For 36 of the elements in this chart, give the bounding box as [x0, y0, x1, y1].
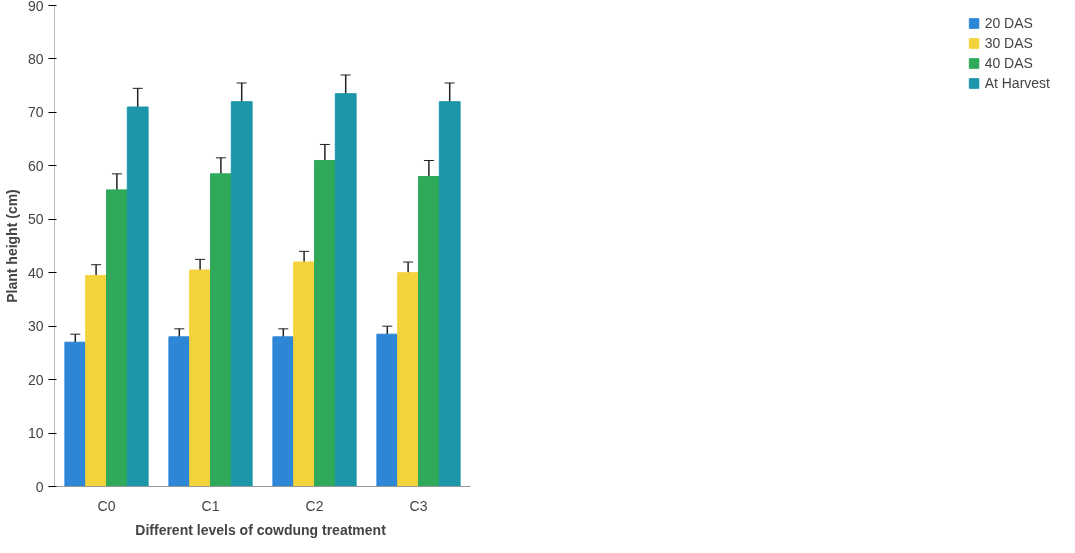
y-tick-label: 60 — [27, 157, 44, 174]
bar — [64, 341, 87, 487]
bar — [334, 93, 357, 487]
bar — [397, 272, 419, 487]
bar — [210, 173, 232, 487]
legend-label: 20 DAS — [984, 15, 1033, 31]
y-tick-label: 20 — [27, 371, 44, 388]
y-tick-label: 10 — [27, 425, 44, 442]
bar — [230, 101, 253, 487]
bar — [418, 176, 440, 487]
legend-label: At Harvest — [984, 75, 1050, 91]
y-tick-label: 90 — [27, 0, 44, 14]
x-tick-label: C3 — [409, 497, 428, 514]
bar — [168, 336, 191, 487]
bar — [293, 261, 315, 487]
y-tick-label: 0 — [35, 478, 44, 495]
bar — [314, 159, 336, 487]
y-axis-title: Plant height (cm) — [3, 189, 20, 303]
bar — [272, 336, 295, 487]
y-tick-label: 30 — [27, 318, 44, 335]
bar — [106, 189, 128, 487]
x-tick-label: C2 — [305, 497, 324, 514]
legend-label: 30 DAS — [984, 35, 1033, 51]
y-tick-label: 50 — [27, 211, 44, 228]
y-tick-label: 40 — [27, 264, 44, 281]
bar — [85, 274, 107, 487]
x-tick-label: C1 — [201, 497, 220, 514]
y-tick-label: 80 — [27, 50, 44, 67]
bar — [126, 106, 149, 487]
bar — [438, 101, 461, 487]
legend-label: 40 DAS — [984, 55, 1033, 71]
x-tick-label: C0 — [97, 497, 116, 514]
x-axis-title: Different levels of cowdung treatment — [135, 521, 387, 538]
bar — [189, 269, 211, 487]
y-tick-label: 70 — [27, 104, 44, 121]
bar — [376, 333, 399, 487]
